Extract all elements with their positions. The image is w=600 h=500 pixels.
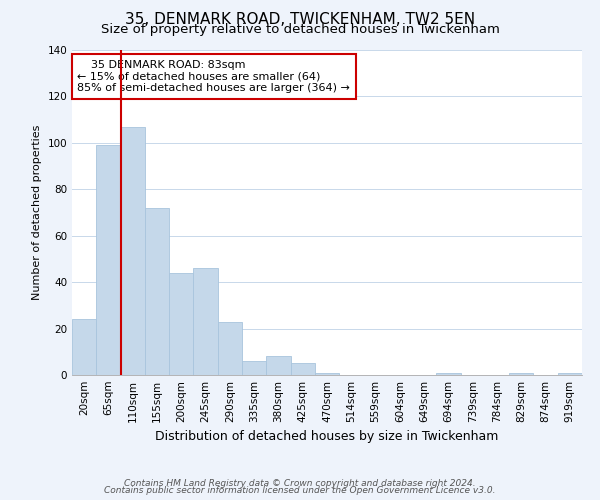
- Bar: [315, 372, 339, 375]
- Bar: [72, 320, 96, 375]
- Text: Size of property relative to detached houses in Twickenham: Size of property relative to detached ho…: [101, 22, 499, 36]
- Bar: [266, 356, 290, 375]
- Bar: [509, 372, 533, 375]
- Bar: [193, 268, 218, 375]
- Y-axis label: Number of detached properties: Number of detached properties: [32, 125, 42, 300]
- Bar: [436, 372, 461, 375]
- Bar: [145, 208, 169, 375]
- Bar: [558, 372, 582, 375]
- Bar: [121, 126, 145, 375]
- Bar: [290, 364, 315, 375]
- Bar: [242, 361, 266, 375]
- Text: Contains public sector information licensed under the Open Government Licence v3: Contains public sector information licen…: [104, 486, 496, 495]
- Text: Contains HM Land Registry data © Crown copyright and database right 2024.: Contains HM Land Registry data © Crown c…: [124, 478, 476, 488]
- Text: 35 DENMARK ROAD: 83sqm
← 15% of detached houses are smaller (64)
85% of semi-det: 35 DENMARK ROAD: 83sqm ← 15% of detached…: [77, 60, 350, 93]
- Bar: [169, 273, 193, 375]
- Bar: [218, 322, 242, 375]
- Bar: [96, 145, 121, 375]
- Text: 35, DENMARK ROAD, TWICKENHAM, TW2 5EN: 35, DENMARK ROAD, TWICKENHAM, TW2 5EN: [125, 12, 475, 28]
- X-axis label: Distribution of detached houses by size in Twickenham: Distribution of detached houses by size …: [155, 430, 499, 444]
